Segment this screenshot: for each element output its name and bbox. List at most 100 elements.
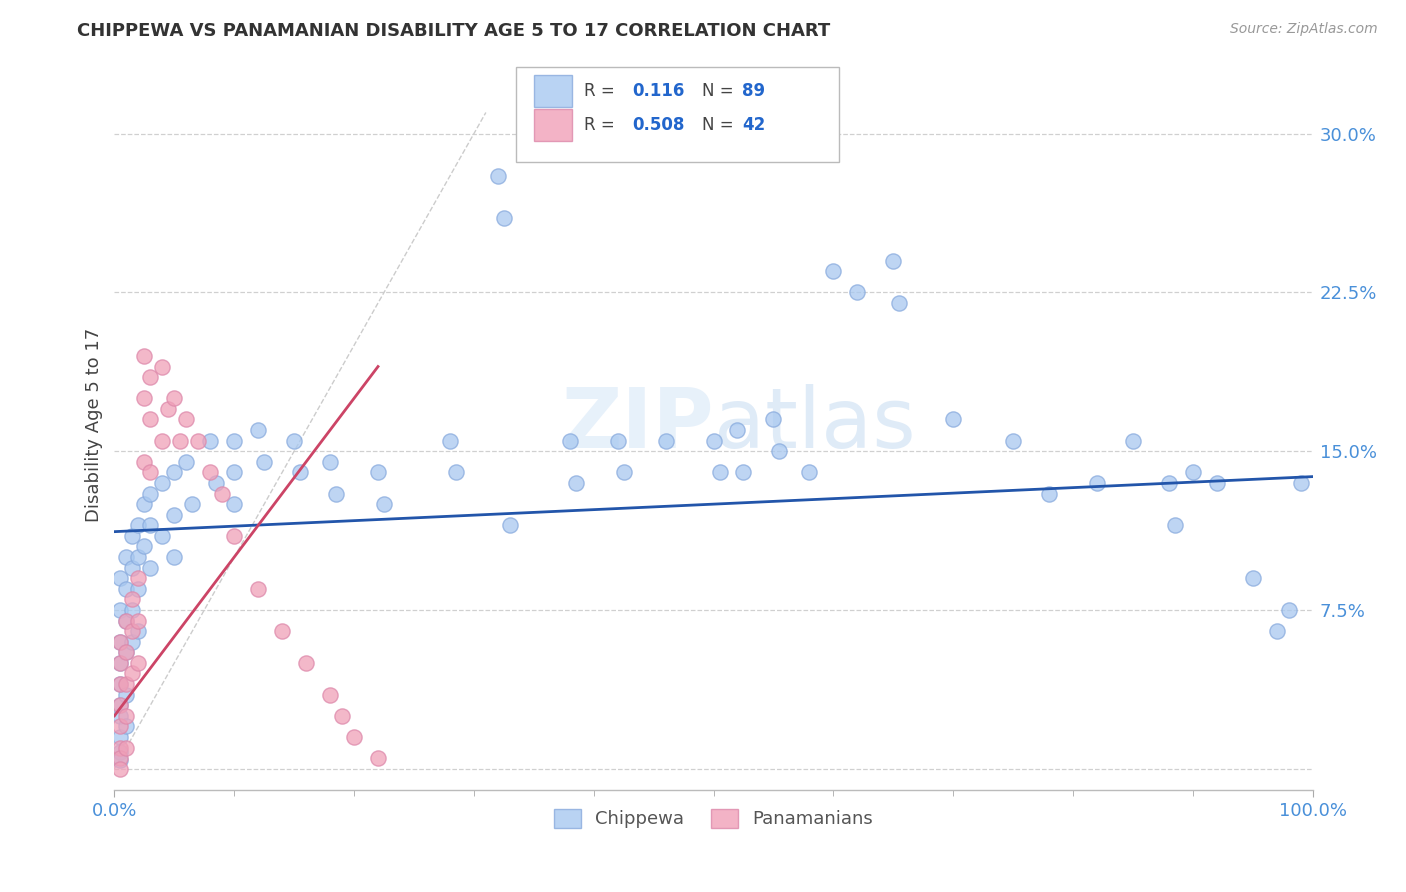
Point <box>1241 571 1264 585</box>
Point <box>283 434 305 448</box>
Point <box>121 634 143 648</box>
Point <box>110 762 132 776</box>
Text: Source: ZipAtlas.com: Source: ZipAtlas.com <box>1230 22 1378 37</box>
Point <box>205 475 228 490</box>
FancyBboxPatch shape <box>534 109 572 142</box>
Point <box>127 624 149 639</box>
Point <box>110 634 132 648</box>
Point <box>702 434 724 448</box>
Point <box>247 582 270 596</box>
Point <box>187 434 209 448</box>
Text: 42: 42 <box>742 116 765 135</box>
Point <box>1038 486 1060 500</box>
Point <box>121 624 143 639</box>
Point <box>110 603 132 617</box>
Point <box>211 486 233 500</box>
Point <box>127 518 149 533</box>
Point <box>288 466 311 480</box>
Point <box>444 466 467 480</box>
Point <box>271 624 294 639</box>
Point <box>150 359 173 374</box>
Point <box>110 677 132 691</box>
Point <box>1205 475 1227 490</box>
Point <box>613 466 636 480</box>
Point <box>163 466 186 480</box>
Point <box>110 753 132 767</box>
Point <box>163 550 186 565</box>
Point <box>1278 603 1301 617</box>
Legend: Chippewa, Panamanians: Chippewa, Panamanians <box>547 802 880 836</box>
Point <box>127 550 149 565</box>
Text: atlas: atlas <box>713 384 915 466</box>
Point <box>176 412 198 426</box>
Point <box>942 412 965 426</box>
Point <box>139 412 162 426</box>
Point <box>110 656 132 670</box>
Point <box>181 497 204 511</box>
Point <box>127 571 149 585</box>
Point <box>115 582 138 596</box>
Point <box>654 434 676 448</box>
Point <box>157 401 180 416</box>
Point <box>134 349 156 363</box>
Point <box>727 423 749 437</box>
Text: 0.508: 0.508 <box>633 116 685 135</box>
Point <box>330 708 353 723</box>
Point <box>224 529 246 543</box>
Text: CHIPPEWA VS PANAMANIAN DISABILITY AGE 5 TO 17 CORRELATION CHART: CHIPPEWA VS PANAMANIAN DISABILITY AGE 5 … <box>77 22 831 40</box>
Point <box>295 656 318 670</box>
Point <box>110 719 132 733</box>
Point <box>110 656 132 670</box>
Text: N =: N = <box>702 82 733 100</box>
Point <box>150 434 173 448</box>
Point <box>709 466 731 480</box>
Point <box>139 518 162 533</box>
FancyBboxPatch shape <box>516 67 839 161</box>
Point <box>325 486 347 500</box>
Point <box>115 645 138 659</box>
Point <box>200 466 222 480</box>
Point <box>110 708 132 723</box>
Point <box>499 518 522 533</box>
Point <box>1157 475 1180 490</box>
Point <box>247 423 270 437</box>
Point <box>134 392 156 406</box>
Point <box>200 434 222 448</box>
Point <box>1164 518 1187 533</box>
Point <box>110 571 132 585</box>
Point <box>121 560 143 574</box>
Point <box>768 444 790 458</box>
Point <box>115 688 138 702</box>
Point <box>115 645 138 659</box>
Text: R =: R = <box>583 82 620 100</box>
Point <box>134 455 156 469</box>
Point <box>150 529 173 543</box>
Point <box>127 656 149 670</box>
Point <box>762 412 785 426</box>
Point <box>121 592 143 607</box>
Point <box>163 392 186 406</box>
Point <box>115 614 138 628</box>
Text: R =: R = <box>583 116 620 135</box>
Point <box>127 582 149 596</box>
Point <box>110 730 132 744</box>
Point <box>110 634 132 648</box>
Point <box>889 296 911 310</box>
Point <box>846 285 869 300</box>
Point <box>1002 434 1025 448</box>
Point <box>733 466 755 480</box>
Point <box>121 603 143 617</box>
Point <box>115 550 138 565</box>
Point <box>150 475 173 490</box>
Point <box>1085 475 1108 490</box>
Point <box>1181 466 1204 480</box>
Point <box>110 751 132 765</box>
Point <box>139 486 162 500</box>
Point <box>110 740 132 755</box>
Point <box>224 497 246 511</box>
FancyBboxPatch shape <box>534 75 572 107</box>
Point <box>253 455 276 469</box>
Text: N =: N = <box>702 116 733 135</box>
Point <box>176 455 198 469</box>
Point <box>115 614 138 628</box>
